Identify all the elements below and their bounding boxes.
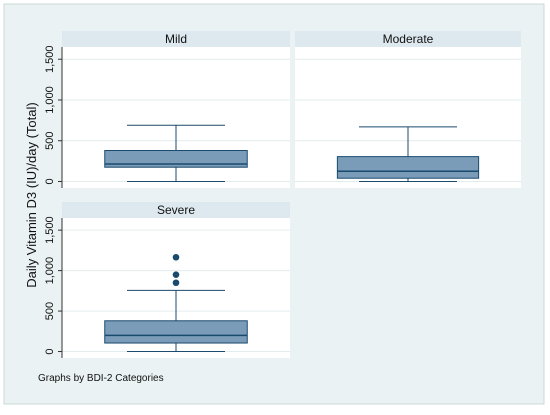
y-axis-label: Daily Vitamin D3 (IU)/day (Total) — [24, 102, 39, 287]
panel-mild: Mild 0 500 1,000 1,500 — [44, 31, 290, 188]
panel-title: Mild — [165, 32, 187, 46]
outlier-point — [172, 271, 180, 278]
y-tick-label: 0 — [44, 348, 56, 354]
y-tick-label: 1,000 — [44, 86, 56, 114]
y-tick-label: 500 — [44, 132, 56, 150]
panel-moderate: Moderate — [295, 31, 521, 188]
y-tick-label: 0 — [44, 178, 56, 184]
y-tick-label: 1,500 — [44, 45, 56, 73]
y-tick-label: 1,000 — [44, 257, 56, 285]
panel-title: Severe — [157, 203, 195, 217]
graph-note: Graphs by BDI-2 Categories — [38, 373, 164, 384]
panel-title: Moderate — [383, 32, 434, 46]
panel-header — [295, 31, 521, 47]
outlier-point — [172, 253, 180, 261]
outlier-point — [172, 279, 180, 287]
y-tick-label: 1,500 — [44, 216, 56, 244]
panels-layer: Mild 0 500 1,000 1,500 Moderate Severe 0 500 1,00… — [44, 31, 521, 358]
box-iqr — [104, 150, 248, 168]
panel-header — [62, 31, 290, 47]
box-iqr — [104, 320, 248, 344]
panel-severe: Severe 0 500 1,000 1,500 — [44, 202, 290, 358]
panel-header — [62, 202, 290, 218]
box-iqr — [336, 156, 480, 179]
y-tick-label: 500 — [44, 302, 56, 320]
